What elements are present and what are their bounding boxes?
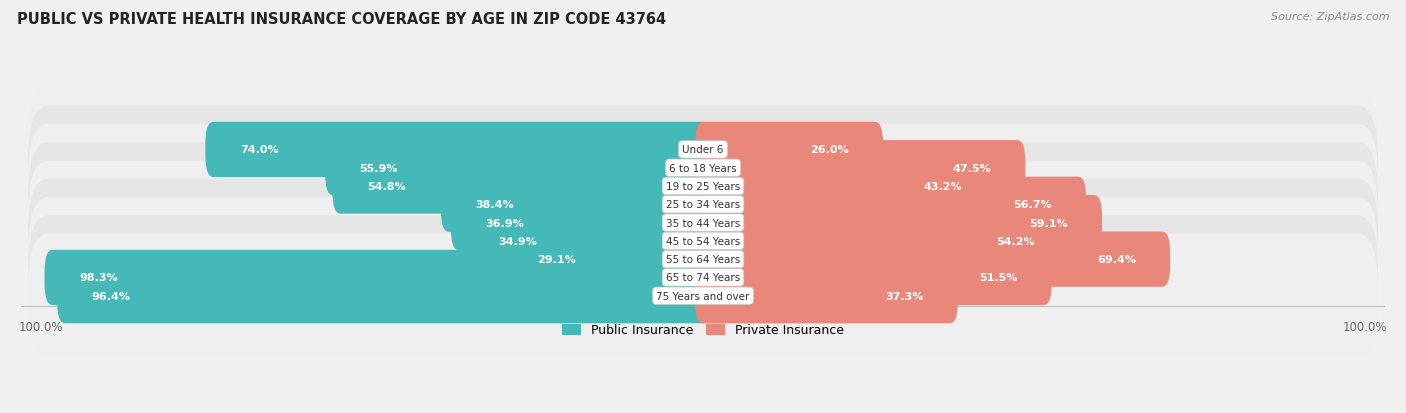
FancyBboxPatch shape	[28, 125, 1378, 248]
Text: 6 to 18 Years: 6 to 18 Years	[669, 163, 737, 173]
Text: 55 to 64 Years: 55 to 64 Years	[666, 254, 740, 264]
Text: 35 to 44 Years: 35 to 44 Years	[666, 218, 740, 228]
FancyBboxPatch shape	[45, 250, 711, 305]
Text: 43.2%: 43.2%	[924, 182, 963, 192]
Text: Source: ZipAtlas.com: Source: ZipAtlas.com	[1271, 12, 1389, 22]
FancyBboxPatch shape	[695, 214, 1070, 269]
FancyBboxPatch shape	[28, 198, 1378, 321]
Text: Under 6: Under 6	[682, 145, 724, 155]
Text: 25 to 34 Years: 25 to 34 Years	[666, 200, 740, 210]
FancyBboxPatch shape	[28, 161, 1378, 285]
Text: 37.3%: 37.3%	[884, 291, 924, 301]
Text: 36.9%: 36.9%	[485, 218, 524, 228]
Text: 75 Years and over: 75 Years and over	[657, 291, 749, 301]
FancyBboxPatch shape	[28, 179, 1378, 303]
FancyBboxPatch shape	[695, 195, 1102, 251]
FancyBboxPatch shape	[332, 159, 711, 214]
FancyBboxPatch shape	[28, 143, 1378, 267]
FancyBboxPatch shape	[695, 123, 883, 178]
FancyBboxPatch shape	[695, 141, 1025, 196]
FancyBboxPatch shape	[695, 177, 1087, 233]
Text: 54.2%: 54.2%	[997, 236, 1035, 246]
Text: 38.4%: 38.4%	[475, 200, 515, 210]
FancyBboxPatch shape	[28, 88, 1378, 212]
Text: 56.7%: 56.7%	[1014, 200, 1052, 210]
FancyBboxPatch shape	[441, 177, 711, 233]
Text: 29.1%: 29.1%	[537, 254, 575, 264]
Text: 45 to 54 Years: 45 to 54 Years	[666, 236, 740, 246]
FancyBboxPatch shape	[28, 107, 1378, 230]
Text: 69.4%: 69.4%	[1097, 254, 1136, 264]
Text: 65 to 74 Years: 65 to 74 Years	[666, 273, 740, 283]
FancyBboxPatch shape	[325, 141, 711, 196]
Text: 19 to 25 Years: 19 to 25 Years	[666, 182, 740, 192]
Text: 55.9%: 55.9%	[360, 163, 398, 173]
Text: 54.8%: 54.8%	[367, 182, 405, 192]
FancyBboxPatch shape	[28, 216, 1378, 339]
FancyBboxPatch shape	[695, 268, 957, 323]
FancyBboxPatch shape	[695, 250, 1052, 305]
FancyBboxPatch shape	[451, 195, 711, 251]
Legend: Public Insurance, Private Insurance: Public Insurance, Private Insurance	[557, 318, 849, 342]
Text: 98.3%: 98.3%	[79, 273, 118, 283]
Text: 59.1%: 59.1%	[1029, 218, 1067, 228]
Text: 47.5%: 47.5%	[952, 163, 991, 173]
FancyBboxPatch shape	[695, 232, 1170, 287]
Text: 51.5%: 51.5%	[979, 273, 1018, 283]
FancyBboxPatch shape	[464, 214, 711, 269]
Text: 74.0%: 74.0%	[240, 145, 278, 155]
Text: 96.4%: 96.4%	[91, 291, 131, 301]
FancyBboxPatch shape	[205, 123, 711, 178]
Text: 26.0%: 26.0%	[810, 145, 849, 155]
FancyBboxPatch shape	[58, 268, 711, 323]
Text: 34.9%: 34.9%	[499, 236, 537, 246]
FancyBboxPatch shape	[502, 232, 711, 287]
FancyBboxPatch shape	[28, 234, 1378, 358]
Text: PUBLIC VS PRIVATE HEALTH INSURANCE COVERAGE BY AGE IN ZIP CODE 43764: PUBLIC VS PRIVATE HEALTH INSURANCE COVER…	[17, 12, 666, 27]
FancyBboxPatch shape	[695, 159, 997, 214]
